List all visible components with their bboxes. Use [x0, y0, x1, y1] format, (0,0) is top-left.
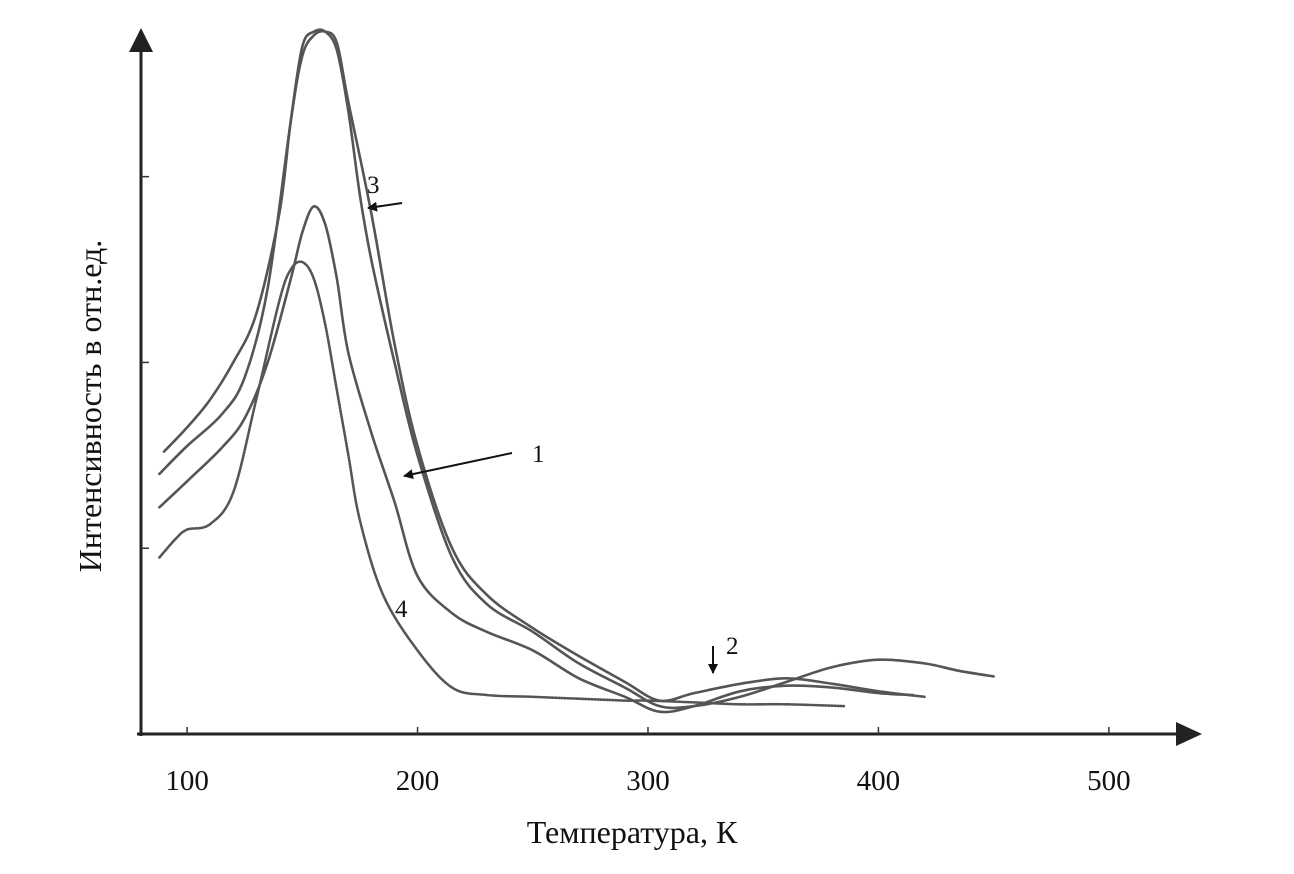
x-tick-label-100: 100	[165, 765, 209, 797]
x-tick-label-200: 200	[396, 765, 440, 797]
y-axis-arrow	[129, 28, 153, 52]
annotations: 3 1 2 4	[367, 172, 739, 674]
x-axis-title: Температура, К	[527, 814, 738, 850]
curves	[158, 28, 995, 714]
y-axis-title: Интенсивность в отн.ед.	[72, 240, 108, 573]
series-1-line	[158, 205, 915, 714]
curve-label-2: 2	[726, 633, 739, 660]
series-4-line	[158, 260, 846, 708]
x-tick-label-300: 300	[626, 765, 670, 797]
series-3-line	[158, 29, 926, 703]
x-ticks: 100 200 300 400 500	[165, 727, 1131, 797]
annotation-arrow-1	[403, 452, 513, 480]
x-tick-label-400: 400	[857, 765, 901, 797]
annotation-arrow-3	[367, 201, 403, 212]
x-axis: 100 200 300 400 500	[137, 722, 1202, 797]
curve-label-3: 3	[367, 172, 380, 199]
x-tick-label-500: 500	[1087, 765, 1131, 797]
y-axis	[129, 28, 153, 736]
y-ticks	[141, 175, 149, 549]
curve-label-4: 4	[395, 596, 408, 623]
x-axis-arrow	[1176, 722, 1202, 746]
curve-label-1: 1	[532, 441, 545, 468]
